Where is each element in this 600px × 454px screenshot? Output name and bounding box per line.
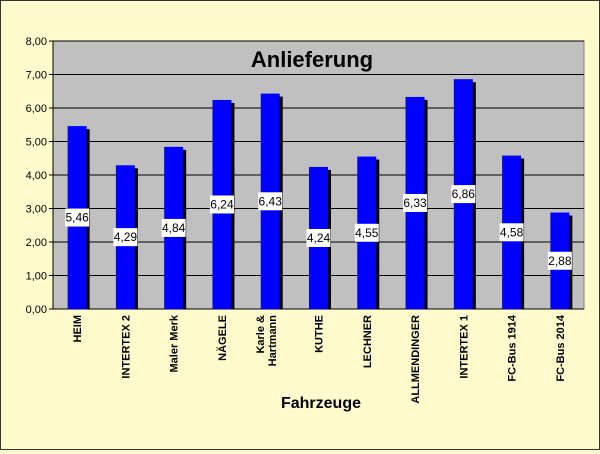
- data-label: 6,24: [210, 197, 234, 211]
- data-label: 4,24: [307, 231, 331, 245]
- data-label: 6,86: [452, 187, 476, 201]
- x-tick-label: LECHNER: [362, 315, 374, 368]
- x-tick-label: FC-Bus 1914: [507, 314, 519, 382]
- data-label-box: [161, 218, 186, 237]
- data-label-box: [113, 228, 138, 247]
- y-tick-label: 6,00: [26, 103, 47, 115]
- y-tick-label: 1,00: [26, 271, 47, 283]
- data-label: 4,55: [355, 226, 379, 240]
- data-label-box: [209, 195, 234, 214]
- data-label-box: [451, 185, 476, 204]
- y-tick-label: 0,00: [26, 304, 47, 316]
- y-tick-label: 3,00: [26, 204, 47, 216]
- y-tick-label: 7,00: [26, 70, 47, 82]
- chart-title: Anlieferung: [251, 47, 373, 72]
- x-tick-label: FC-Bus 2014: [555, 314, 567, 382]
- x-tick-label: INTERTEX 2: [120, 315, 132, 379]
- x-tick-label: Karle &Hartmann: [255, 315, 279, 367]
- data-label: 4,84: [162, 221, 186, 235]
- y-tick-label: 2,00: [26, 237, 47, 249]
- y-tick-label: 4,00: [26, 170, 47, 182]
- data-label: 2,88: [548, 254, 572, 268]
- data-label-box: [354, 223, 379, 242]
- data-label-box: [403, 193, 428, 212]
- x-tick-label: HEIM: [72, 315, 84, 343]
- x-tick-label: NÄGELE: [216, 315, 229, 361]
- x-tick-label: Maler Merk: [169, 314, 181, 372]
- data-label: 4,29: [114, 230, 138, 244]
- y-tick-label: 8,00: [26, 36, 47, 48]
- data-label: 6,33: [403, 196, 427, 210]
- x-axis-label: Fahrzeuge: [281, 395, 361, 412]
- x-tick-label: INTERTEX 1: [458, 315, 470, 379]
- y-tick-label: 5,00: [26, 137, 47, 149]
- data-label: 6,43: [259, 194, 283, 208]
- data-label-box: [499, 223, 524, 242]
- data-label: 4,58: [500, 225, 524, 239]
- data-label-box: [65, 208, 90, 227]
- data-label-box: [258, 192, 283, 211]
- data-label-box: [547, 251, 572, 270]
- data-label: 5,46: [65, 211, 89, 225]
- data-label-box: [306, 228, 331, 247]
- x-tick-label: KUTHE: [314, 315, 326, 353]
- x-tick-label: ALLMENDINGER: [410, 315, 422, 404]
